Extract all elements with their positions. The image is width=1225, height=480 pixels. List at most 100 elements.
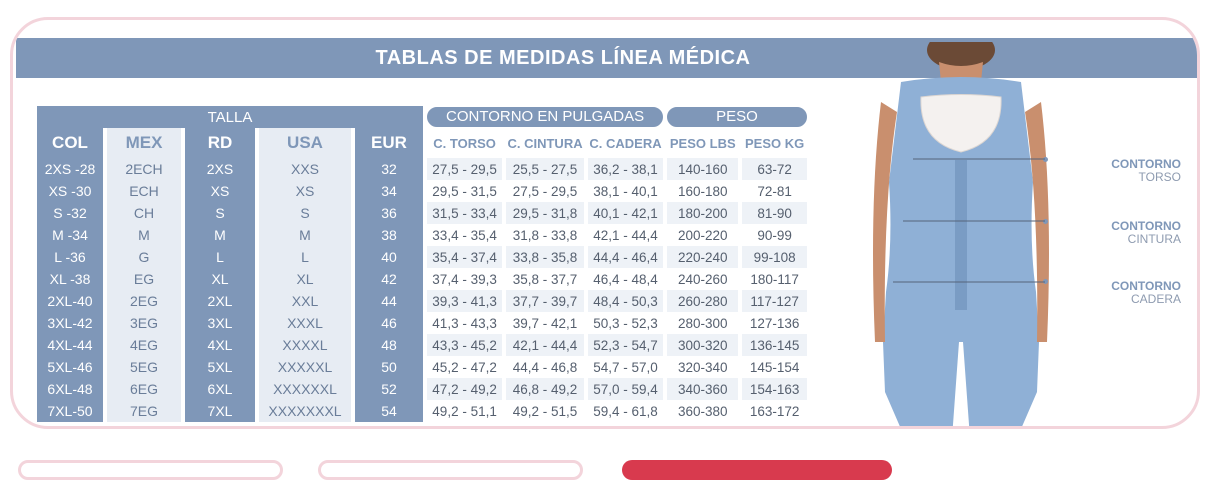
cell-usa: XXL	[259, 290, 351, 312]
table-row: 2XS -28 2ECH 2XS XXS 32 27,5 - 29,5 25,5 - 27,…	[37, 158, 807, 180]
chart-title: TABLAS DE MEDIDAS LÍNEA MÉDICA	[16, 38, 1197, 78]
col-header-col: COL	[37, 128, 103, 158]
cell-cintura: 46,8 - 49,2	[506, 378, 584, 400]
cell-usa: XXXL	[259, 312, 351, 334]
cell-kg: 127-136	[749, 315, 800, 331]
cell-lbs: 360-380	[678, 403, 728, 419]
cell-eur: 54	[355, 400, 423, 422]
cell-cintura: 25,5 - 27,5	[506, 158, 584, 180]
cell-col: 5XL-46	[37, 356, 103, 378]
col-header-lbs: PESO LBS	[669, 135, 736, 151]
hair	[927, 42, 995, 70]
cell-col: L -36	[37, 246, 103, 268]
cell-torso: 35,4 - 37,4	[427, 246, 503, 268]
cell-torso: 39,3 - 41,3	[427, 290, 503, 312]
cell-col: S -32	[37, 202, 103, 224]
cell-usa: S	[259, 202, 351, 224]
cell-rd: L	[185, 246, 255, 268]
cell-cintura: 27,5 - 29,5	[512, 183, 578, 199]
table-row: S -32 CH S S 36 31,5 - 33,4 29,5 - 31,8 40,1 - …	[37, 202, 807, 224]
col-header-cintura: C. CINTURA	[507, 135, 583, 151]
cell-lbs: 340-360	[667, 378, 739, 400]
cell-torso: 45,2 - 47,2	[432, 359, 497, 375]
cell-col: XS -30	[37, 180, 103, 202]
cell-eur: 52	[355, 378, 423, 400]
cell-rd: S	[185, 202, 255, 224]
cell-cintura: 31,8 - 33,8	[512, 227, 578, 243]
table-row: XL -38 EG XL XL 42 37,4 - 39,3 35,8 - 37,7 46,4…	[37, 268, 807, 290]
cell-eur: 40	[355, 246, 423, 268]
col-header-cadera: C. CADERA	[589, 135, 662, 151]
cell-col: 4XL-44	[37, 334, 103, 356]
cell-mex: CH	[107, 202, 181, 224]
bottom-card-1[interactable]	[18, 460, 283, 480]
table-row: L -36 G L L 40 35,4 - 37,4 33,8 - 35,8 44,4 - 4…	[37, 246, 807, 268]
bottom-card-3[interactable]	[622, 460, 892, 480]
cell-cadera: 36,2 - 38,1	[587, 158, 664, 180]
cell-lbs: 280-300	[678, 315, 728, 331]
cell-torso: 29,5 - 31,5	[432, 183, 497, 199]
cell-usa: M	[259, 224, 351, 246]
col-header-eur: EUR	[355, 128, 423, 158]
cell-cadera: 40,1 - 42,1	[587, 202, 664, 224]
col-header-mex: MEX	[107, 128, 181, 158]
size-table-body: 2XS -28 2ECH 2XS XXS 32 27,5 - 29,5 25,5 - 27,…	[37, 158, 807, 422]
cell-cintura: 49,2 - 51,5	[512, 403, 578, 419]
cell-torso: 43,3 - 45,2	[427, 334, 503, 356]
cell-mex: EG	[107, 268, 181, 290]
cell-mex: 3EG	[107, 312, 181, 334]
cell-eur: 34	[355, 180, 423, 202]
cell-eur: 44	[355, 290, 423, 312]
cell-cadera: 48,4 - 50,3	[587, 290, 664, 312]
group-peso: PESO	[667, 107, 807, 127]
cell-eur: 42	[355, 268, 423, 290]
cell-usa: XXXXXL	[259, 356, 351, 378]
table-row: 7XL-50 7EG 7XL XXXXXXXL 54 49,2 - 51,1 49,2 - …	[37, 400, 807, 422]
cell-col: 2XS -28	[37, 158, 103, 180]
cell-rd: 2XS	[185, 158, 255, 180]
col-header-torso: C. TORSO	[433, 135, 496, 151]
cell-torso: 49,2 - 51,1	[432, 403, 497, 419]
measure-lines	[893, 158, 1045, 283]
cell-col: 6XL-48	[37, 378, 103, 400]
cell-usa: XXS	[259, 158, 351, 180]
cell-lbs: 240-260	[678, 271, 728, 287]
cell-torso: 41,3 - 43,3	[432, 315, 497, 331]
size-chart-card: TABLAS DE MEDIDAS LÍNEA MÉDICA TALLA CON…	[10, 17, 1200, 429]
cell-lbs: 140-160	[667, 158, 739, 180]
cell-col: 3XL-42	[37, 312, 103, 334]
cell-usa: XXXXL	[259, 334, 351, 356]
cell-torso: 31,5 - 33,4	[427, 202, 503, 224]
cell-mex: M	[107, 224, 181, 246]
cell-usa: XXXXXXL	[259, 378, 351, 400]
cell-eur: 46	[355, 312, 423, 334]
cell-cadera: 57,0 - 59,4	[587, 378, 664, 400]
cell-cintura: 42,1 - 44,4	[506, 334, 584, 356]
cell-rd: XS	[185, 180, 255, 202]
cell-cadera: 42,1 - 44,4	[593, 227, 658, 243]
table-row: 6XL-48 6EG 6XL XXXXXXL 52 47,2 - 49,2 46,8 - 4…	[37, 378, 807, 400]
cell-rd: 2XL	[185, 290, 255, 312]
cell-torso: 47,2 - 49,2	[427, 378, 503, 400]
cell-cintura: 33,8 - 35,8	[506, 246, 584, 268]
cell-usa: L	[259, 246, 351, 268]
group-talla: TALLA	[37, 106, 423, 128]
cell-kg: 154-163	[742, 378, 807, 400]
cell-mex: 5EG	[107, 356, 181, 378]
cell-kg: 90-99	[757, 227, 792, 243]
bottom-card-2[interactable]	[318, 460, 583, 480]
cell-mex: 2ECH	[107, 158, 181, 180]
cell-cadera: 44,4 - 46,4	[587, 246, 664, 268]
cell-mex: G	[107, 246, 181, 268]
table-row: 4XL-44 4EG 4XL XXXXL 48 43,3 - 45,2 42,1 - 44,…	[37, 334, 807, 356]
cell-lbs: 260-280	[667, 290, 739, 312]
cell-eur: 50	[355, 356, 423, 378]
label-contorno-cintura: CONTORNO CINTURA	[1111, 219, 1181, 246]
cell-kg: 163-172	[749, 403, 800, 419]
left-arm	[873, 102, 897, 342]
col-header-rd: RD	[185, 128, 255, 158]
cell-lbs: 220-240	[667, 246, 739, 268]
bra	[920, 94, 1002, 153]
cell-torso: 33,4 - 35,4	[432, 227, 497, 243]
cell-kg: 145-154	[749, 359, 800, 375]
